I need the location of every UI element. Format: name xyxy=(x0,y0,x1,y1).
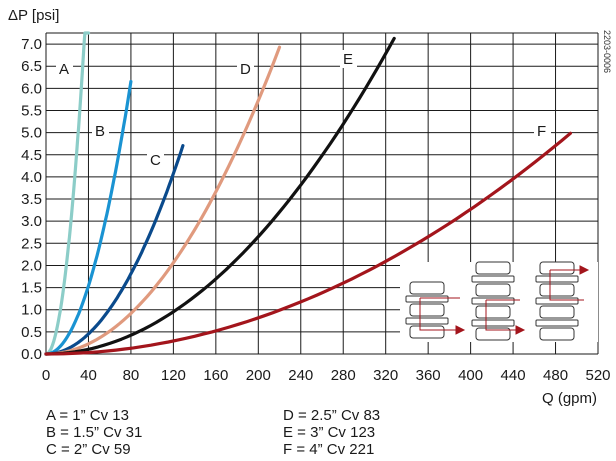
legend-item-d: D = 2.5” Cv 83 xyxy=(283,407,381,424)
x-axis-title: Q (gpm) xyxy=(542,390,597,407)
curve-label-b: B xyxy=(95,123,105,140)
curve-a xyxy=(44,31,91,356)
y-tick-label: 1.5 xyxy=(21,280,42,297)
curve-label-e: E xyxy=(343,51,353,68)
y-axis-title: ΔP [psi] xyxy=(8,7,59,24)
x-tick-label: 0 xyxy=(42,367,50,384)
double-valve-icon xyxy=(471,261,526,341)
y-tick-label: 6.0 xyxy=(21,80,42,97)
y-tick-label: 5.0 xyxy=(21,125,42,142)
x-tick-label: 40 xyxy=(80,367,97,384)
legend-item-c: C = 2” Cv 59 xyxy=(46,441,131,458)
y-tick-label: 7.0 xyxy=(21,36,42,53)
curve-label-a: A xyxy=(59,61,69,78)
y-tick-label: 0.0 xyxy=(21,346,42,363)
curve-b xyxy=(44,79,133,356)
curve-c xyxy=(44,144,185,356)
curve-label-background xyxy=(147,151,164,169)
y-tick-label: 6.5 xyxy=(21,58,42,75)
y-tick-label: 2.5 xyxy=(21,235,42,252)
legend-item-b: B = 1.5” Cv 31 xyxy=(46,424,143,441)
x-tick-label: 400 xyxy=(458,367,483,384)
curve-label-f: F xyxy=(537,123,546,140)
curve-label-background xyxy=(340,50,357,68)
x-tick-label: 440 xyxy=(501,367,526,384)
y-tick-label: 0.5 xyxy=(21,324,42,341)
curve-label-c: C xyxy=(150,152,161,169)
curve-label-background xyxy=(92,122,109,140)
y-tick-label: 1.0 xyxy=(21,302,42,319)
x-tick-label: 160 xyxy=(203,367,228,384)
curve-e xyxy=(44,36,396,356)
legend-item-f: F = 4” Cv 221 xyxy=(283,441,375,458)
x-tick-label: 240 xyxy=(288,367,313,384)
curve-label-background xyxy=(56,60,73,78)
x-tick-label: 280 xyxy=(331,367,356,384)
legend-item-e: E = 3” Cv 123 xyxy=(283,424,376,441)
y-tick-label: 5.5 xyxy=(21,102,42,119)
triple-valve-icon xyxy=(535,261,590,341)
y-tick-label: 4.0 xyxy=(21,169,42,186)
x-tick-label: 320 xyxy=(373,367,398,384)
x-tick-label: 360 xyxy=(416,367,441,384)
y-tick-label: 3.0 xyxy=(21,213,42,230)
y-tick-labels: 0.0 0.5 1.0 1.5 2.0 2.5 3.0 3.5 4.0 4.5 5.0 5.5 6.0 6… xyxy=(21,36,42,363)
legend-item-a: A = 1” Cv 13 xyxy=(46,407,129,424)
figure-code: 2203-0006 xyxy=(602,30,612,73)
curve-label-background xyxy=(237,60,254,78)
y-tick-label: 3.5 xyxy=(21,191,42,208)
y-tick-label: 4.5 xyxy=(21,147,42,164)
flow-curves xyxy=(44,31,572,356)
curve-label-d: D xyxy=(240,61,251,78)
valve-stack-diagram xyxy=(400,261,598,342)
x-tick-label: 480 xyxy=(543,367,568,384)
curve-label-background xyxy=(534,122,551,140)
curve-d xyxy=(44,45,282,356)
curve-f xyxy=(44,131,572,356)
x-tick-label: 200 xyxy=(246,367,271,384)
x-tick-labels: 0 40 80 120 160 200 240 280 320 360 400 440 480 520 xyxy=(42,367,611,384)
x-tick-label: 80 xyxy=(123,367,140,384)
x-tick-label: 520 xyxy=(585,367,610,384)
y-tick-label: 2.0 xyxy=(21,257,42,274)
single-valve-icon xyxy=(405,281,466,339)
curve-labels: A B C D E F xyxy=(56,50,551,169)
x-tick-label: 120 xyxy=(161,367,186,384)
